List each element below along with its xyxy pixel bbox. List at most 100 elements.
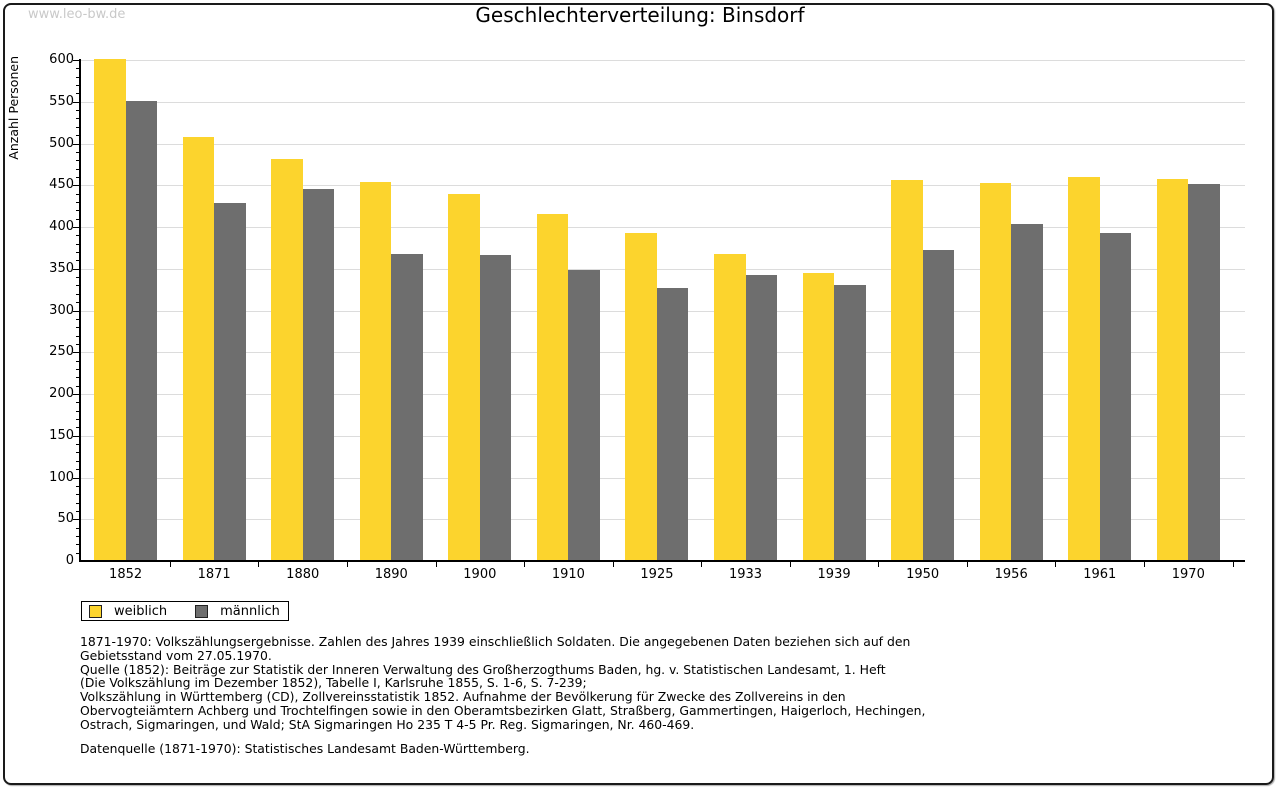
bar-männlich-1910: [568, 270, 600, 561]
bar-weiblich-1880: [271, 159, 303, 561]
y-minor-tick-420: [76, 210, 80, 212]
bar-weiblich-1910: [536, 213, 569, 561]
y-axis-title: Anzahl Personen: [6, 56, 21, 160]
y-minor-tick-60: [76, 510, 80, 512]
y-minor-tick-140: [76, 444, 80, 446]
y-minor-tick-260: [76, 343, 80, 345]
source-note: 1871-1970: Volkszählungsergebnisse. Zahl…: [80, 635, 925, 732]
source-note-line: Obervogteiämtern Achberg und Trochtelfin…: [80, 702, 926, 718]
y-minor-tick-490: [76, 151, 80, 153]
y-minor-tick-580: [76, 76, 80, 78]
bar-weiblich-1900: [448, 193, 480, 561]
legend-label-maennlich: männlich: [220, 603, 280, 619]
y-minor-tick-520: [76, 126, 80, 128]
legend-swatch-weiblich: [89, 604, 102, 618]
bar-weiblich-1925: [625, 232, 657, 561]
y-minor-tick-180: [76, 410, 80, 412]
bar-weiblich-1956: [979, 182, 1012, 561]
bar-männlich-1890: [391, 253, 423, 561]
y-tick-label-100: 100: [49, 469, 74, 485]
chart-title: Geschlechterverteilung: Binsdorf: [475, 3, 805, 27]
x-boundary-tick-7: [789, 562, 791, 567]
gridline-400: [80, 227, 1245, 228]
y-minor-tick-510: [76, 135, 80, 137]
y-minor-tick-130: [76, 452, 80, 454]
y-minor-tick-270: [76, 335, 80, 337]
y-minor-tick-410: [76, 218, 80, 220]
x-boundary-tick-8: [878, 562, 880, 567]
y-minor-tick-210: [76, 385, 80, 387]
y-minor-tick-360: [76, 260, 80, 262]
datasource-note: Datenquelle (1871-1970): Statistisches L…: [80, 741, 530, 756]
x-tick-label-1970: 1970: [1171, 567, 1205, 582]
y-minor-tick-540: [76, 110, 80, 112]
bar-männlich-1956: [1011, 224, 1043, 561]
y-tick-label-200: 200: [49, 386, 74, 401]
y-tick-label-250: 250: [49, 344, 74, 360]
bar-männlich-1925: [656, 287, 689, 561]
y-minor-tick-470: [76, 168, 80, 170]
y-major-tick-350: [73, 268, 80, 270]
legend-swatch-maennlich: [195, 604, 209, 618]
y-tick-label-150: 150: [49, 427, 74, 443]
watermark-text: www.leo-bw.de: [28, 7, 126, 22]
bar-weiblich-1852: [94, 59, 126, 561]
source-note-line: Gebietsstand vom 27.05.1970.: [80, 647, 272, 663]
bar-weiblich-1871: [182, 136, 215, 561]
y-tick-label-350: 350: [49, 260, 74, 276]
x-tick-label-1950: 1950: [906, 567, 940, 582]
y-major-tick-300: [73, 310, 80, 312]
y-minor-tick-120: [76, 460, 80, 462]
y-minor-tick-310: [76, 302, 80, 304]
x-tick-label-1925: 1925: [640, 567, 674, 582]
y-minor-tick-530: [76, 118, 80, 120]
x-tick-label-1956: 1956: [994, 567, 1028, 582]
bar-männlich-1900: [479, 255, 512, 561]
source-note-line: 1871-1970: Volkszählungsergebnisse. Zahl…: [80, 634, 911, 649]
x-boundary-tick-6: [701, 562, 703, 567]
bar-weiblich-1961: [1068, 176, 1100, 561]
y-minor-tick-90: [76, 485, 80, 487]
bar-männlich-1950: [922, 250, 955, 561]
y-minor-tick-430: [76, 201, 80, 203]
y-minor-tick-280: [76, 327, 80, 329]
y-major-tick-400: [73, 227, 80, 228]
bar-weiblich-1933: [714, 253, 746, 561]
y-minor-tick-80: [76, 494, 80, 496]
y-minor-tick-110: [76, 469, 80, 471]
gridline-550: [80, 101, 1245, 103]
y-minor-tick-70: [76, 502, 80, 504]
y-minor-tick-480: [76, 160, 80, 162]
x-boundary-tick-2: [347, 562, 348, 567]
y-major-tick-200: [73, 394, 80, 395]
bar-weiblich-1950: [891, 180, 923, 561]
source-note-line: Ostrach, Sigmaringen, und Wald; StA Sigm…: [80, 716, 695, 732]
y-major-tick-250: [73, 352, 80, 354]
x-boundary-tick-1: [258, 562, 260, 567]
x-boundary-tick-3: [435, 562, 437, 567]
chart-legend: weiblich männlich: [81, 601, 289, 621]
y-minor-tick-240: [76, 360, 80, 362]
y-tick-label-50: 50: [57, 511, 74, 527]
y-tick-label-0: 0: [65, 553, 74, 568]
gridline-450: [80, 185, 1245, 187]
y-minor-tick-330: [76, 285, 80, 287]
x-tick-label-1933: 1933: [728, 567, 763, 582]
x-tick-label-1961: 1961: [1083, 567, 1117, 582]
x-boundary-tick-11: [1144, 562, 1146, 567]
x-tick-label-1910: 1910: [551, 567, 585, 582]
bar-weiblich-1970: [1156, 178, 1189, 561]
legend-label-weiblich: weiblich: [114, 603, 168, 619]
x-tick-label-1871: 1871: [197, 567, 231, 582]
x-tick-label-1880: 1880: [286, 567, 320, 582]
source-note-line: (Die Volkszählung im Dezember 1852), Tab…: [80, 675, 587, 691]
y-minor-tick-10: [76, 552, 80, 554]
y-minor-tick-590: [76, 68, 80, 70]
x-boundary-tick-10: [1055, 562, 1057, 567]
y-minor-tick-190: [76, 402, 80, 404]
y-major-tick-50: [73, 519, 80, 521]
y-major-tick-550: [73, 101, 80, 103]
bar-weiblich-1890: [359, 181, 392, 561]
x-tick-label-1900: 1900: [463, 567, 497, 582]
